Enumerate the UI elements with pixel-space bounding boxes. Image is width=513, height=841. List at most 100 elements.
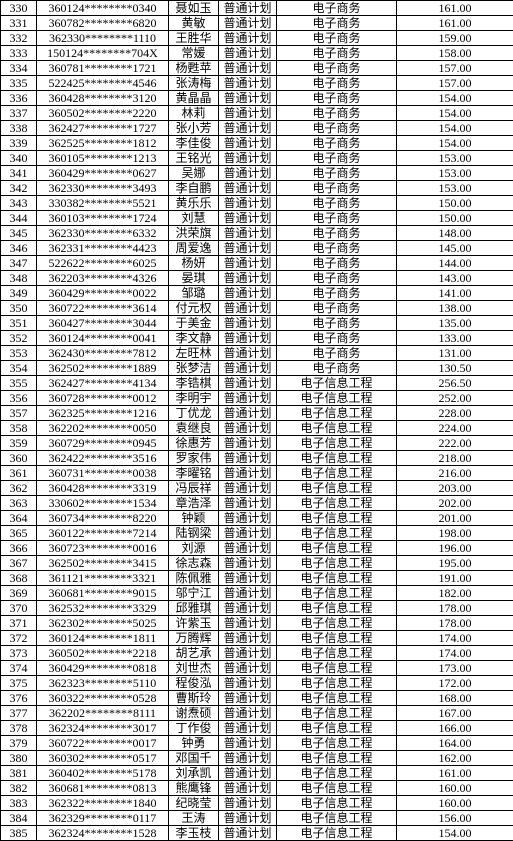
cell-name: 钟颖: [169, 511, 219, 526]
cell-score: 154.00: [397, 106, 513, 121]
cell-score: 168.00: [397, 691, 513, 706]
cell-score: 198.00: [397, 526, 513, 541]
cell-major: 电子商务: [277, 166, 397, 181]
cell-plan: 普通计划: [219, 616, 277, 631]
cell-plan: 普通计划: [219, 16, 277, 31]
cell-plan: 普通计划: [219, 526, 277, 541]
cell-score: 172.00: [397, 676, 513, 691]
cell-idx: 375: [1, 676, 37, 691]
cell-name: 章浩泽: [169, 496, 219, 511]
cell-id: 360322********0528: [37, 691, 169, 706]
cell-major: 电子信息工程: [277, 436, 397, 451]
cell-plan: 普通计划: [219, 76, 277, 91]
cell-score: 157.00: [397, 61, 513, 76]
cell-id: 360427********3044: [37, 316, 169, 331]
cell-score: 162.00: [397, 751, 513, 766]
cell-name: 袁继良: [169, 421, 219, 436]
cell-major: 电子信息工程: [277, 391, 397, 406]
cell-major: 电子信息工程: [277, 751, 397, 766]
table-row: 377362202********8111谢焘硕普通计划电子信息工程167.00: [1, 706, 513, 721]
cell-idx: 376: [1, 691, 37, 706]
cell-major: 电子信息工程: [277, 796, 397, 811]
cell-plan: 普通计划: [219, 301, 277, 316]
cell-score: 131.00: [397, 346, 513, 361]
cell-idx: 342: [1, 181, 37, 196]
cell-id: 362427********1727: [37, 121, 169, 136]
cell-score: 228.00: [397, 406, 513, 421]
cell-id: 362325********1216: [37, 406, 169, 421]
cell-idx: 331: [1, 16, 37, 31]
cell-idx: 379: [1, 736, 37, 751]
cell-major: 电子商务: [277, 106, 397, 121]
cell-plan: 普通计划: [219, 46, 277, 61]
cell-major: 电子信息工程: [277, 601, 397, 616]
cell-name: 林莉: [169, 106, 219, 121]
cell-score: 167.00: [397, 706, 513, 721]
cell-id: 360428********3319: [37, 481, 169, 496]
cell-plan: 普通计划: [219, 466, 277, 481]
table-row: 368361121********3321陈佩雅普通计划电子信息工程191.00: [1, 571, 513, 586]
cell-idx: 373: [1, 646, 37, 661]
cell-score: 178.00: [397, 601, 513, 616]
cell-plan: 普通计划: [219, 676, 277, 691]
cell-name: 杨妍: [169, 256, 219, 271]
cell-id: 362202********0050: [37, 421, 169, 436]
cell-score: 201.00: [397, 511, 513, 526]
cell-score: 160.00: [397, 781, 513, 796]
cell-major: 电子商务: [277, 136, 397, 151]
cell-name: 周爱逸: [169, 241, 219, 256]
cell-major: 电子信息工程: [277, 721, 397, 736]
cell-id: 360429********0818: [37, 661, 169, 676]
cell-idx: 338: [1, 121, 37, 136]
cell-idx: 344: [1, 211, 37, 226]
cell-name: 徐惠芳: [169, 436, 219, 451]
cell-id: 360729********0945: [37, 436, 169, 451]
cell-idx: 333: [1, 46, 37, 61]
table-row: 365360122********7214陆钢梁普通计划电子信息工程198.00: [1, 526, 513, 541]
cell-idx: 330: [1, 1, 37, 16]
cell-plan: 普通计划: [219, 361, 277, 376]
cell-score: 203.00: [397, 481, 513, 496]
cell-score: 154.00: [397, 136, 513, 151]
table-row: 361360731********0038李曜铭普通计划电子信息工程216.00: [1, 466, 513, 481]
cell-id: 362323********5110: [37, 676, 169, 691]
cell-name: 洪荣旗: [169, 226, 219, 241]
cell-name: 刘世杰: [169, 661, 219, 676]
cell-id: 360124********0340: [37, 1, 169, 16]
table-row: 354362502********1889张梦洁普通计划电子商务130.50: [1, 361, 513, 376]
cell-id: 360502********2218: [37, 646, 169, 661]
table-row: 357362325********1216丁优龙普通计划电子信息工程228.00: [1, 406, 513, 421]
cell-name: 聂如玉: [169, 1, 219, 16]
cell-major: 电子信息工程: [277, 421, 397, 436]
table-row: 370362532********3329邱雅琪普通计划电子信息工程178.00: [1, 601, 513, 616]
cell-major: 电子信息工程: [277, 631, 397, 646]
cell-id: 360402********5178: [37, 766, 169, 781]
table-row: 341360429********0627吴娜普通计划电子商务153.00: [1, 166, 513, 181]
cell-plan: 普通计划: [219, 421, 277, 436]
table-row: 379360722********0017钟勇普通计划电子信息工程164.00: [1, 736, 513, 751]
cell-name: 王涛: [169, 811, 219, 826]
table-row: 351360427********3044于美金普通计划电子商务135.00: [1, 316, 513, 331]
cell-score: 161.00: [397, 766, 513, 781]
cell-idx: 361: [1, 466, 37, 481]
cell-idx: 380: [1, 751, 37, 766]
cell-major: 电子信息工程: [277, 406, 397, 421]
cell-name: 罗家伟: [169, 451, 219, 466]
cell-id: 360681********0813: [37, 781, 169, 796]
cell-plan: 普通计划: [219, 781, 277, 796]
cell-score: 178.00: [397, 616, 513, 631]
cell-score: 173.00: [397, 661, 513, 676]
cell-major: 电子信息工程: [277, 706, 397, 721]
cell-name: 李文静: [169, 331, 219, 346]
cell-major: 电子信息工程: [277, 526, 397, 541]
cell-id: 360728********0012: [37, 391, 169, 406]
cell-major: 电子商务: [277, 226, 397, 241]
table-row: 384362329********0117王涛普通计划电子信息工程156.00: [1, 811, 513, 826]
cell-score: 191.00: [397, 571, 513, 586]
cell-name: 黄乐乐: [169, 196, 219, 211]
table-row: 348362203********4326晏琪普通计划电子商务143.00: [1, 271, 513, 286]
cell-major: 电子信息工程: [277, 676, 397, 691]
table-row: 383362322********1840纪晓莹普通计划电子信息工程160.00: [1, 796, 513, 811]
cell-score: 161.00: [397, 16, 513, 31]
cell-id: 362324********3017: [37, 721, 169, 736]
